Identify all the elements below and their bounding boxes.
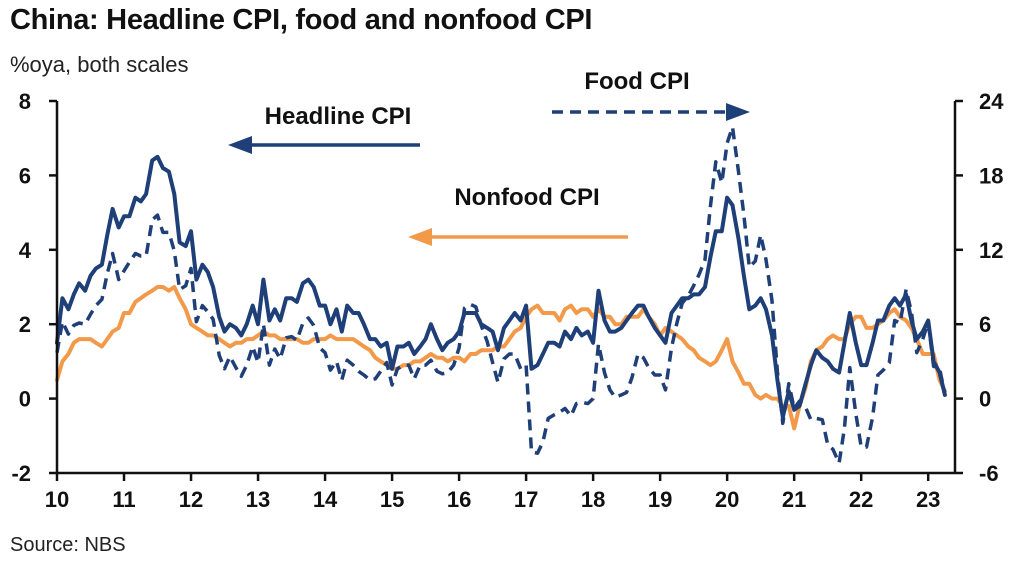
chart-subtitle: %oya, both scales (10, 52, 189, 77)
left-tick-label: -2 (11, 461, 31, 486)
series-layer (55, 125, 947, 465)
annotation-layer: Headline CPI Food CPI Nonfood CPI (228, 68, 750, 246)
x-tick-label: 20 (715, 487, 739, 512)
x-tick-label: 17 (514, 487, 538, 512)
nonfood-cpi-arrow-head (408, 228, 432, 246)
headline-cpi-line (55, 154, 947, 420)
right-tick-label: -6 (979, 461, 999, 486)
food-cpi-line (55, 125, 947, 465)
x-tick-label: 13 (246, 487, 270, 512)
left-tick-label: 6 (19, 163, 31, 188)
nonfood-cpi-label: Nonfood CPI (454, 184, 599, 211)
x-tick-label: 22 (849, 487, 873, 512)
x-tick-label: 23 (916, 487, 940, 512)
right-tick-label: 0 (979, 387, 991, 412)
headline-cpi-label: Headline CPI (265, 103, 412, 130)
x-tick-label: 15 (380, 487, 404, 512)
right-tick-label: 24 (979, 89, 1004, 114)
headline-cpi-arrow-head (228, 136, 252, 154)
x-tick-label: 14 (313, 487, 338, 512)
x-tick-label: 10 (45, 487, 69, 512)
left-tick-label: 8 (19, 89, 31, 114)
x-tick-label: 21 (782, 487, 806, 512)
x-tick-label: 18 (581, 487, 605, 512)
x-tick-label: 16 (447, 487, 471, 512)
left-tick-label: 4 (19, 238, 32, 263)
right-tick-label: 12 (979, 238, 1003, 263)
food-cpi-arrow-head (726, 103, 750, 121)
left-tick-label: 0 (19, 387, 31, 412)
x-tick-label: 12 (179, 487, 203, 512)
left-tick-label: 2 (19, 312, 31, 337)
source-note: Source: NBS (10, 534, 126, 556)
food-cpi-label: Food CPI (584, 68, 689, 95)
x-tick-label: 19 (648, 487, 672, 512)
x-tick-label: 11 (112, 487, 135, 512)
chart-title: China: Headline CPI, food and nonfood CP… (10, 4, 593, 36)
right-tick-label: 18 (979, 163, 1003, 188)
right-tick-label: 6 (979, 312, 991, 337)
